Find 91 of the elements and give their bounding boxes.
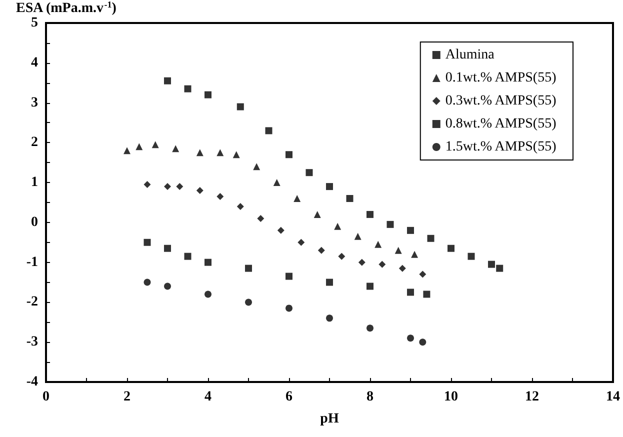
point xyxy=(286,272,292,280)
point xyxy=(164,77,171,84)
point xyxy=(366,282,374,290)
point xyxy=(334,222,342,230)
point xyxy=(184,252,192,260)
point xyxy=(236,103,244,110)
y-tick-label: 5 xyxy=(31,16,38,30)
point xyxy=(326,183,333,190)
point xyxy=(366,210,374,218)
y-tick-label: 4 xyxy=(31,55,38,70)
point xyxy=(407,334,414,342)
point xyxy=(488,260,495,268)
y-tick-label: -4 xyxy=(26,374,38,390)
point xyxy=(257,214,264,222)
x-tick-label: 12 xyxy=(525,390,539,404)
point xyxy=(496,264,504,272)
point xyxy=(144,181,151,188)
point xyxy=(411,250,418,258)
point xyxy=(245,298,252,306)
point xyxy=(232,151,240,158)
point xyxy=(164,282,171,290)
x-tick-label: 8 xyxy=(366,390,374,404)
point xyxy=(216,193,224,200)
point xyxy=(196,149,204,156)
point xyxy=(326,278,333,286)
point xyxy=(164,183,171,190)
point xyxy=(354,232,362,240)
x-axis-title: pH xyxy=(320,412,339,426)
point xyxy=(172,145,180,152)
point xyxy=(196,187,204,194)
point xyxy=(286,304,292,312)
point xyxy=(184,85,192,92)
x-tick-label: 10 xyxy=(444,390,458,404)
x-tick-label: 4 xyxy=(204,390,212,404)
point xyxy=(164,244,171,252)
y-tick-label: -3 xyxy=(26,334,38,350)
point xyxy=(366,324,374,332)
point xyxy=(236,202,244,210)
point xyxy=(204,91,212,98)
y-tick-label: -1 xyxy=(26,254,38,270)
x-tick-label: 0 xyxy=(42,390,50,404)
point xyxy=(398,264,406,272)
point xyxy=(204,290,212,298)
point xyxy=(136,143,143,150)
point xyxy=(427,234,434,242)
point xyxy=(286,151,292,158)
point xyxy=(314,210,321,218)
point xyxy=(124,147,130,154)
legend-label: 0.3wt.% AMPS(55) xyxy=(445,94,557,108)
point xyxy=(419,338,426,346)
legend-label: 0.1wt.% AMPS(55) xyxy=(445,70,557,86)
point xyxy=(144,238,151,246)
legend-label: 0.8wt.% AMPS(55) xyxy=(445,116,557,132)
point xyxy=(338,252,346,260)
point xyxy=(273,179,280,186)
y-tick-label: -2 xyxy=(26,294,38,310)
point xyxy=(318,246,325,254)
y-tick-label: 0 xyxy=(31,214,38,230)
y-tick-label: 2 xyxy=(31,135,38,150)
point xyxy=(245,264,252,272)
point xyxy=(394,246,402,254)
legend-label: Alumina xyxy=(445,48,496,62)
point xyxy=(378,260,386,268)
point xyxy=(294,195,301,202)
point xyxy=(346,195,354,202)
point xyxy=(277,226,284,234)
point xyxy=(407,288,414,296)
x-tick-label: 14 xyxy=(606,390,620,404)
y-tick-label: 3 xyxy=(31,95,38,110)
point xyxy=(448,244,454,252)
legend-label: 1.5wt.% AMPS(55) xyxy=(445,140,557,154)
point xyxy=(204,258,212,266)
point xyxy=(358,258,366,266)
point xyxy=(374,240,382,248)
point xyxy=(152,141,159,148)
point xyxy=(176,183,184,190)
point xyxy=(386,220,394,228)
x-tick-label: 2 xyxy=(124,390,130,404)
x-tick-label: 6 xyxy=(286,390,292,404)
point xyxy=(144,278,151,286)
point xyxy=(326,314,333,322)
point xyxy=(407,226,414,234)
point xyxy=(298,238,305,246)
point xyxy=(253,163,260,170)
point xyxy=(419,270,426,278)
point xyxy=(216,149,224,156)
point xyxy=(306,169,313,176)
point xyxy=(265,127,272,134)
point xyxy=(468,252,475,260)
y-tick-label: 1 xyxy=(31,175,38,190)
point xyxy=(423,290,430,298)
